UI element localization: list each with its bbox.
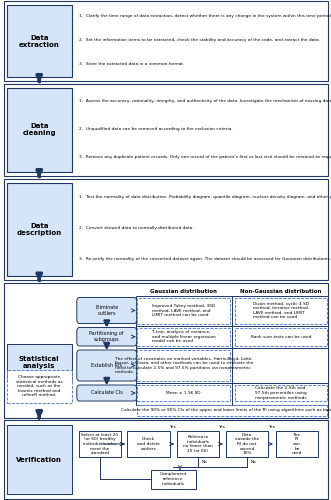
Text: Yes: Yes <box>219 425 226 429</box>
Text: Calculate the 90% or 95% CIs of the upper and lower limits of the RI using algor: Calculate the 90% or 95% CIs of the uppe… <box>121 408 331 412</box>
Text: Reference
individuals
no fewer than
20 (or 60): Reference individuals no fewer than 20 (… <box>183 435 213 453</box>
Text: Data
outside the
RI do not
exceed
10%: Data outside the RI do not exceed 10% <box>235 433 259 455</box>
Text: Select at least 20
(or 60) healthy
individuals who
meet the
standard: Select at least 20 (or 60) healthy indiv… <box>81 433 118 455</box>
Bar <box>4 179 328 280</box>
Text: 3.  Re-verify the normality of the converted dataset again. The dataset should b: 3. Re-verify the normality of the conver… <box>79 257 331 261</box>
Text: 2.  Set the information items to be extracted, check the stability and accuracy : 2. Set the information items to be extra… <box>79 38 320 42</box>
Text: Yes: Yes <box>170 425 177 429</box>
Text: 2.  Unqualified data can be removed according to the exclusion criteria.: 2. Unqualified data can be removed accor… <box>79 126 233 130</box>
Bar <box>7 88 72 172</box>
Bar <box>151 470 196 488</box>
Bar <box>226 431 268 457</box>
Text: Choose appropriate
statistical methods as
needed, such as the
kosmic method and
: Choose appropriate statistical methods a… <box>16 375 63 398</box>
FancyBboxPatch shape <box>77 298 137 324</box>
Text: Calculate the 2.5th and
97.5th percentiles using
nonparametric methods: Calculate the 2.5th and 97.5th percentil… <box>255 386 307 400</box>
Bar <box>4 420 328 499</box>
FancyBboxPatch shape <box>77 328 137 346</box>
Text: No: No <box>250 460 256 464</box>
Text: Verification: Verification <box>16 456 62 462</box>
Text: 3.  Store the extracted data in a common format.: 3. Store the extracted data in a common … <box>79 62 185 66</box>
Text: Data
description: Data description <box>17 223 62 236</box>
Text: Check
and delete
outliers: Check and delete outliers <box>137 438 160 450</box>
Text: T-test, analysis of variance,
and multiple linear regression
model can be used: T-test, analysis of variance, and multip… <box>152 330 215 344</box>
Text: Gaussian distribution: Gaussian distribution <box>150 289 217 294</box>
Text: Partitioning of
subgroups: Partitioning of subgroups <box>89 332 124 342</box>
Bar <box>276 431 318 457</box>
Bar <box>7 425 72 494</box>
Text: Complement
reference
individuals: Complement reference individuals <box>160 472 187 486</box>
Bar <box>177 431 219 457</box>
Text: 3.  Remove any duplicate patient records. Only one record of the patient’s first: 3. Remove any duplicate patient records.… <box>79 154 331 158</box>
Text: Data
cleaning: Data cleaning <box>23 124 56 136</box>
Text: 2.  Convert skewed data to normally-distributed data.: 2. Convert skewed data to normally-distr… <box>79 226 194 230</box>
Text: The
RI
can
be
used: The RI can be used <box>292 433 302 455</box>
Bar <box>136 296 328 405</box>
Bar <box>235 328 327 346</box>
Bar <box>4 1 328 81</box>
Text: Eliminate
outliers: Eliminate outliers <box>95 305 118 316</box>
Text: 1.  Clarify the time range of data extraction, detect whether there is any chang: 1. Clarify the time range of data extrac… <box>79 14 331 18</box>
Bar <box>137 350 230 381</box>
Bar <box>79 431 121 457</box>
Bar <box>7 370 72 402</box>
Text: Improved Tukey method, 3SD
method, LAVE method, and
LIMIT method can be used: Improved Tukey method, 3SD method, LAVE … <box>152 304 215 317</box>
FancyBboxPatch shape <box>77 350 137 381</box>
Bar <box>7 344 72 381</box>
Bar <box>137 298 230 324</box>
Bar <box>7 5 72 77</box>
Text: Yes: Yes <box>268 425 275 429</box>
FancyBboxPatch shape <box>77 385 137 401</box>
Bar <box>137 385 230 401</box>
Text: Data
extraction: Data extraction <box>19 34 60 48</box>
Text: Rank sum tests can be used: Rank sum tests can be used <box>251 335 311 339</box>
Text: Establish RIs: Establish RIs <box>91 363 122 368</box>
Bar <box>235 298 327 324</box>
Bar <box>235 385 327 401</box>
Text: Calculate CIs: Calculate CIs <box>91 390 122 396</box>
Text: Mean ± 1.96 SD: Mean ± 1.96 SD <box>166 391 201 395</box>
Text: The effect of covariates on marked variables. Harris-Boyd, Lahti,
Fraser, Ichiha: The effect of covariates on marked varia… <box>115 356 253 374</box>
Bar <box>137 328 230 346</box>
Bar <box>7 183 72 276</box>
Text: Non-Gaussian distribution: Non-Gaussian distribution <box>240 289 321 294</box>
Bar <box>137 404 327 415</box>
Text: 1.  Assess the accuracy, rationality, integrity, and authenticity of the data. I: 1. Assess the accuracy, rationality, int… <box>79 98 331 102</box>
Text: 1.  Test the normality of data distribution. Probability diagram, quantile diagr: 1. Test the normality of data distributi… <box>79 195 331 199</box>
Text: Statistical
analysis: Statistical analysis <box>19 356 60 369</box>
Bar <box>4 84 328 176</box>
Bar <box>4 282 328 418</box>
Text: Dixon method, cyclic 4 SD
method, iterative method,
LAVE method, and LIMIT
metho: Dixon method, cyclic 4 SD method, iterat… <box>253 302 309 320</box>
Text: No: No <box>201 460 207 464</box>
Bar <box>127 431 170 457</box>
